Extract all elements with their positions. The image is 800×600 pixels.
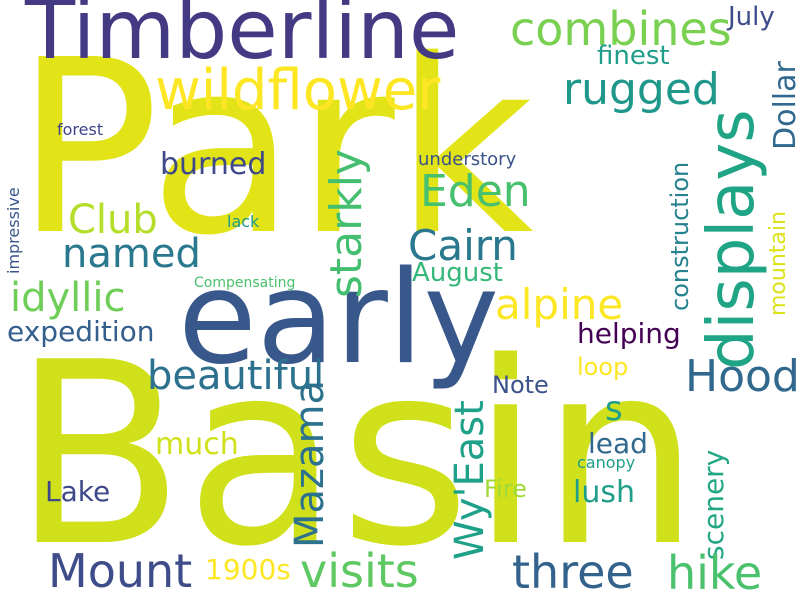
word-loop: loop — [577, 353, 629, 381]
word-displays: displays — [695, 109, 769, 370]
word-lack: lack — [227, 212, 260, 231]
word-rugged: rugged — [563, 64, 720, 115]
word-park: Park — [15, 8, 534, 288]
word-forest: forest — [57, 120, 104, 139]
word-lake: Lake — [45, 475, 111, 508]
word-basin: Basin — [12, 309, 701, 600]
word-helping: helping — [577, 317, 681, 350]
word-mazama: Mazama — [287, 379, 333, 548]
word-july: July — [728, 2, 775, 32]
word-scenery: scenery — [697, 449, 730, 560]
word-hike: hike — [667, 546, 763, 600]
word-impressive: impressive — [4, 187, 23, 274]
word-much: much — [155, 427, 239, 462]
word-1900s: 1900s — [205, 553, 291, 586]
word-starkly: starkly — [321, 149, 372, 298]
word-wildflower: wildflower — [155, 58, 441, 123]
word-hood: Hood — [685, 351, 800, 402]
word-named: named — [62, 231, 201, 277]
word-lush: lush — [573, 475, 635, 510]
word-expedition: expedition — [7, 315, 155, 348]
word-mountain: mountain — [766, 211, 791, 316]
word-combines: combines — [510, 2, 732, 56]
word-cairn: Cairn — [408, 221, 518, 270]
word-s: s — [605, 389, 623, 429]
word-finest: finest — [597, 41, 670, 71]
word-timberline: Timberline — [25, 0, 460, 78]
word-visits: visits — [300, 544, 419, 598]
word-burned: burned — [160, 147, 267, 182]
word-dollar: Dollar — [768, 61, 800, 150]
word-early: early — [178, 244, 500, 393]
word-august: August — [412, 258, 503, 288]
word-beautiful: beautiful — [147, 353, 325, 399]
word-club: Club — [68, 197, 158, 243]
word-alpine: alpine — [495, 280, 624, 329]
word-lead: lead — [588, 427, 648, 460]
word-three: three — [512, 545, 634, 599]
word-fire: Fire — [484, 475, 527, 503]
word-eden: Eden — [420, 166, 531, 217]
word-canopy: canopy — [577, 453, 636, 472]
word-note: Note — [492, 371, 549, 399]
word-mount: Mount — [48, 544, 193, 598]
word-compensating: Compensating — [194, 275, 296, 291]
word-idyllic: idyllic — [10, 275, 126, 321]
word-construction: construction — [666, 161, 694, 311]
word-understory: understory — [418, 149, 517, 170]
